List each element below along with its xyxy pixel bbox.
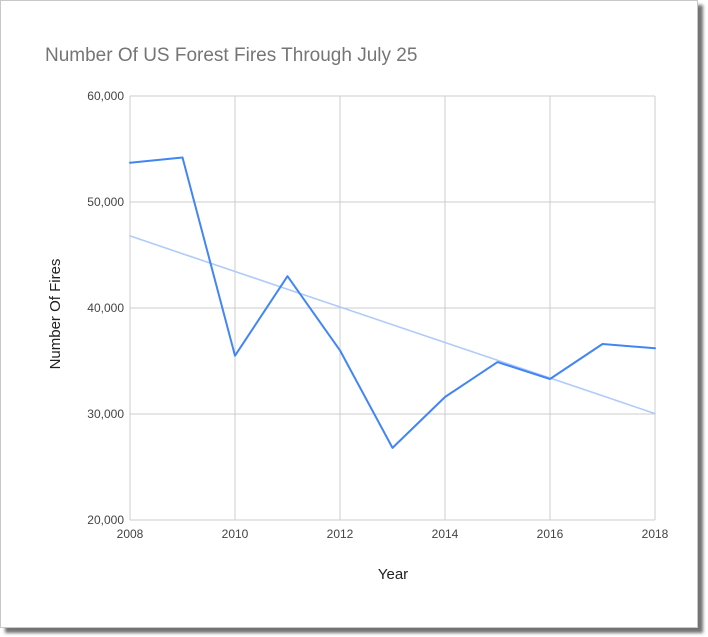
y-tick-label: 60,000 [87, 89, 124, 103]
chart-frame: Number Of US Forest Fires Through July 2… [0, 0, 698, 628]
x-tick-label: 2018 [642, 527, 669, 541]
y-tick-label: 20,000 [87, 513, 124, 527]
grid [129, 95, 656, 521]
x-tick-label: 2008 [117, 527, 144, 541]
chart-title: Number Of US Forest Fires Through July 2… [45, 45, 418, 66]
tick-labels: 20,000 30,000 40,000 50,000 60,000 2008 2010 20… [87, 89, 668, 541]
x-tick-label: 2010 [222, 527, 249, 541]
x-axis-title: Year [378, 566, 408, 583]
series-lines [129, 156, 656, 449]
y-tick-label: 30,000 [87, 407, 124, 421]
y-axis-title: Number Of Fires [47, 259, 64, 370]
series-line [129, 156, 656, 449]
x-tick-label: 2014 [432, 527, 459, 541]
y-tick-label: 50,000 [87, 195, 124, 209]
trendline [129, 235, 656, 415]
line-chart: 20,000 30,000 40,000 50,000 60,000 2008 2010 20… [47, 89, 669, 583]
y-tick-label: 40,000 [87, 301, 124, 315]
x-tick-label: 2016 [537, 527, 564, 541]
x-tick-label: 2012 [327, 527, 354, 541]
